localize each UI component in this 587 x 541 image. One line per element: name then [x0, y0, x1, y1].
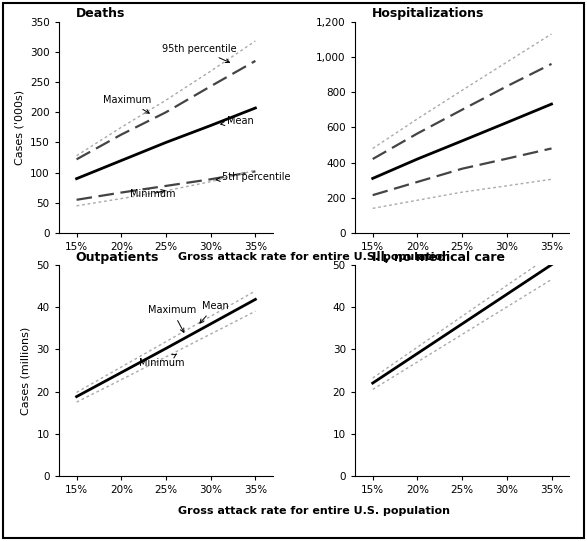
Text: Minimum: Minimum: [139, 354, 185, 368]
Text: Minimum: Minimum: [130, 189, 176, 199]
Text: Mean: Mean: [200, 301, 228, 323]
Y-axis label: Cases ('000s): Cases ('000s): [14, 90, 25, 165]
Text: Gross attack rate for entire U.S. population: Gross attack rate for entire U.S. popula…: [178, 506, 450, 516]
Text: Maximum: Maximum: [103, 95, 151, 113]
Text: Maximum: Maximum: [148, 305, 197, 332]
Text: 95th percentile: 95th percentile: [161, 44, 236, 63]
Text: 5th percentile: 5th percentile: [216, 172, 291, 182]
Text: Deaths: Deaths: [76, 8, 125, 21]
Text: Gross attack rate for entire U.S. population: Gross attack rate for entire U.S. popula…: [178, 252, 450, 261]
Y-axis label: Cases (millions): Cases (millions): [21, 326, 31, 414]
Text: Hospitalizations: Hospitalizations: [372, 8, 484, 21]
Text: Ill, no medical care: Ill, no medical care: [372, 250, 505, 263]
Text: Outpatients: Outpatients: [76, 250, 159, 263]
Text: Mean: Mean: [221, 116, 254, 126]
